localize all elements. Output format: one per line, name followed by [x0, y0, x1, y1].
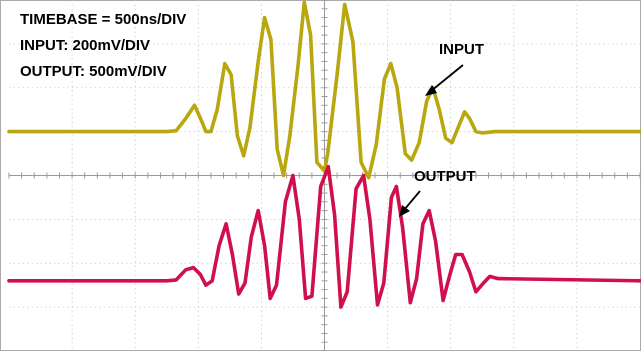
output-callout-arrowhead: [399, 205, 410, 217]
output-callout-arrow: [403, 190, 421, 211]
output-scale-setting: OUTPUT: 500mV/DIV: [20, 63, 167, 80]
waveform-traces: [7, 0, 641, 309]
input-callout: INPUT: [425, 41, 484, 96]
scope-settings: TIMEBASE = 500ns/DIV INPUT: 200mV/DIV OU…: [20, 11, 186, 80]
input-callout-arrowhead: [425, 85, 437, 96]
input-callout-label: INPUT: [439, 41, 484, 58]
input-trace: [7, 0, 641, 180]
input-scale-setting: INPUT: 200mV/DIV: [20, 37, 150, 54]
output-callout: OUTPUT: [399, 168, 476, 217]
input-callout-arrow: [430, 64, 464, 92]
output-callout-label: OUTPUT: [414, 168, 476, 185]
output-trace: [7, 164, 641, 309]
timebase-setting: TIMEBASE = 500ns/DIV: [20, 11, 186, 28]
